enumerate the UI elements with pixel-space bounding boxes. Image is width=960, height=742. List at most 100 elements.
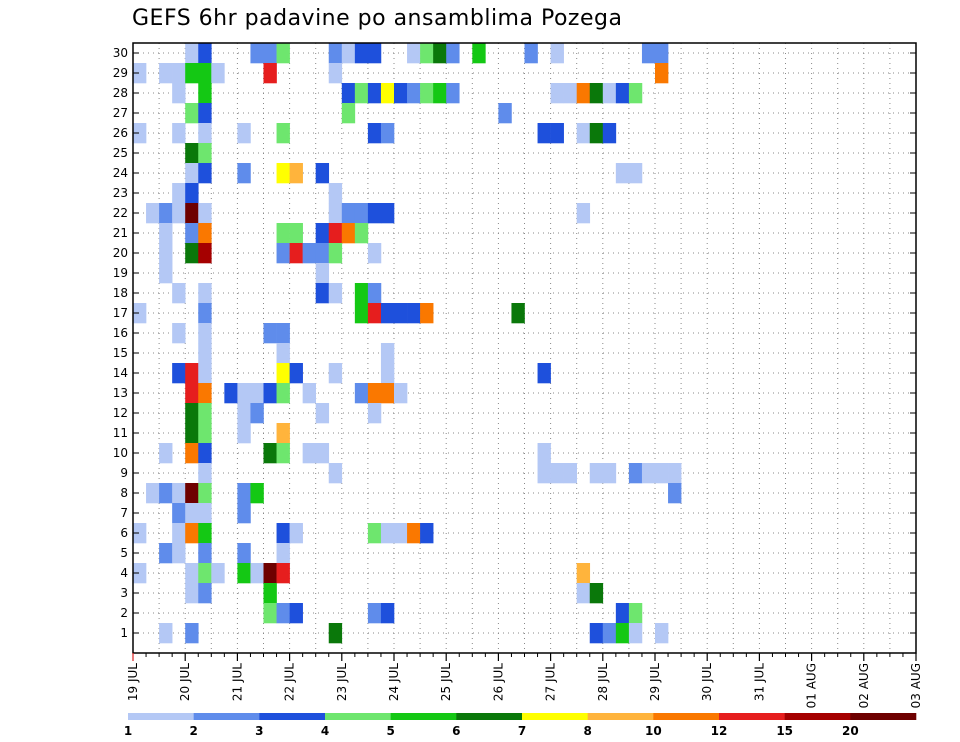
heatmap-cell [537, 443, 551, 464]
x-tick-label: 02 AUG [857, 663, 871, 708]
heatmap-cell [328, 43, 343, 64]
heatmap-cell [146, 483, 160, 504]
heatmap-cell [159, 243, 173, 264]
heatmap-cell [224, 383, 238, 404]
heatmap-cell [341, 43, 356, 64]
heatmap-cell [328, 463, 343, 484]
y-tick-label: 10 [113, 446, 128, 460]
heatmap-cell [367, 123, 382, 144]
heatmap-cell [367, 203, 382, 224]
heatmap-cell [185, 43, 199, 64]
heatmap-cell [159, 63, 173, 84]
heatmap-cell [198, 343, 212, 364]
heatmap-cell [615, 83, 630, 104]
heatmap-cell [159, 543, 173, 564]
data-cells [133, 43, 682, 644]
heatmap-cell [367, 603, 382, 624]
heatmap-cell [328, 623, 343, 644]
heatmap-cell [198, 383, 212, 404]
heatmap-cell [237, 423, 251, 444]
heatmap-cell [289, 163, 303, 184]
heatmap-cell [237, 543, 251, 564]
heatmap-cell [133, 523, 147, 544]
heatmap-cell [628, 603, 643, 624]
x-tick-label: 03 AUG [909, 663, 923, 708]
heatmap-cell [420, 83, 434, 104]
heatmap-cell [315, 283, 330, 304]
heatmap-cell [641, 463, 656, 484]
heatmap-cell [589, 463, 604, 484]
heatmap-cell [159, 483, 173, 504]
heatmap-cell [198, 303, 212, 324]
heatmap-cell [146, 203, 160, 224]
heatmap-cell [237, 383, 251, 404]
heatmap-cell [237, 563, 251, 584]
heatmap-cell [328, 283, 343, 304]
heatmap-cell [407, 43, 421, 64]
heatmap-cell [380, 123, 395, 144]
heatmap-cell [341, 203, 356, 224]
heatmap-cell [185, 503, 199, 524]
heatmap-cell [576, 83, 591, 104]
heatmap-cell [198, 543, 212, 564]
heatmap-cell [237, 503, 251, 524]
legend-swatch [128, 713, 194, 720]
heatmap-cell [276, 603, 290, 624]
heatmap-cell [407, 303, 421, 324]
y-tick-label: 9 [120, 466, 128, 480]
x-tick-label: 22 JUL [283, 663, 297, 701]
y-tick-label: 16 [113, 326, 128, 340]
heatmap-cell [276, 543, 290, 564]
legend-label: 8 [583, 724, 591, 738]
y-tick-label: 28 [113, 86, 128, 100]
heatmap-cell [589, 83, 604, 104]
heatmap-cell [380, 203, 395, 224]
heatmap-cell [185, 63, 199, 84]
heatmap-cell [433, 83, 447, 104]
heatmap-cell [341, 83, 356, 104]
legend-label: 5 [386, 724, 394, 738]
heatmap-cell [198, 363, 212, 384]
heatmap-cell [446, 83, 460, 104]
heatmap-cell [198, 143, 212, 164]
y-tick-label: 19 [113, 266, 128, 280]
heatmap-cell [302, 443, 316, 464]
legend-label: 15 [776, 724, 793, 738]
heatmap-cell [185, 183, 199, 204]
heatmap-cell [354, 203, 369, 224]
y-tick-label: 8 [120, 486, 128, 500]
heatmap-cell [655, 63, 669, 84]
heatmap-cell [367, 83, 382, 104]
heatmap-cell [367, 283, 382, 304]
heatmap-cell [198, 83, 212, 104]
heatmap-cell [576, 203, 591, 224]
legend-swatch [719, 713, 785, 720]
heatmap-cell [263, 443, 277, 464]
heatmap-cell [394, 83, 408, 104]
y-tick-label: 18 [113, 286, 128, 300]
heatmap-cell [498, 103, 512, 124]
heatmap-cell [394, 383, 408, 404]
x-tick-label: 21 JUL [230, 663, 244, 701]
y-tick-label: 27 [113, 106, 128, 120]
heatmap-cell [237, 483, 251, 504]
heatmap-cell [185, 583, 199, 604]
heatmap-cell [328, 243, 343, 264]
y-tick-label: 1 [120, 626, 128, 640]
x-axis: 19 JUL 20 JUL 21 JUL 22 JUL 23 JUL 24 JUL 25 J… [126, 653, 923, 708]
heatmap-cell [198, 403, 212, 424]
heatmap-cell [263, 383, 277, 404]
heatmap-cell [198, 583, 212, 604]
y-tick-label: 25 [113, 146, 128, 160]
y-tick-label: 3 [120, 586, 128, 600]
x-tick-label: 30 JUL [700, 663, 714, 701]
heatmap-cell [172, 63, 186, 84]
heatmap-cell [380, 523, 395, 544]
x-tick-label: 26 JUL [491, 663, 505, 701]
heatmap-cell [655, 43, 669, 64]
heatmap-cell [524, 43, 538, 64]
heatmap-cell [328, 183, 343, 204]
heatmap-cell [354, 303, 369, 324]
legend-swatch [850, 713, 917, 720]
heatmap-cell [615, 603, 630, 624]
